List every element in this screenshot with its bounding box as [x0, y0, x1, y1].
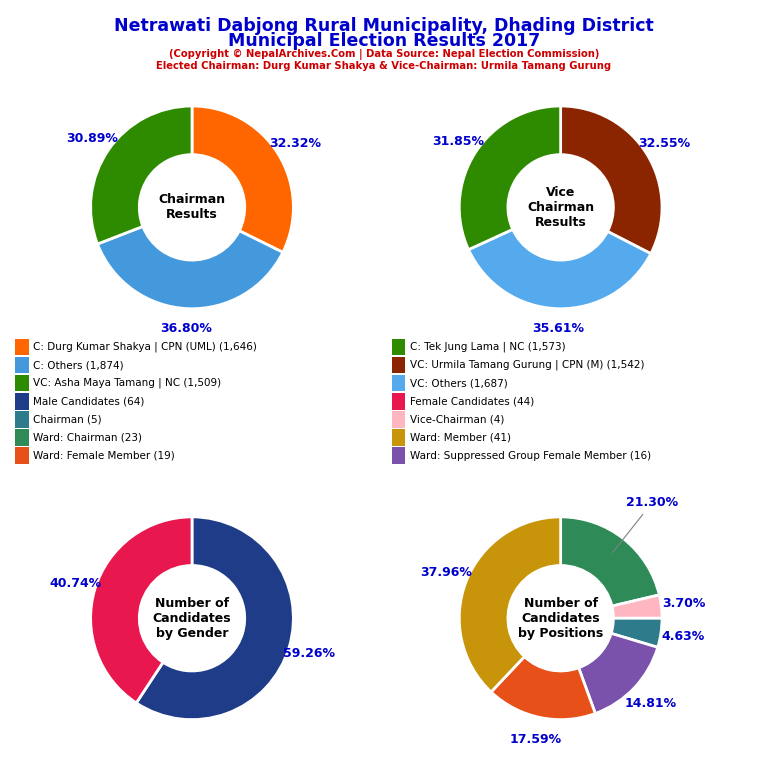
Bar — [15, 375, 28, 392]
Text: Vice-Chairman (4): Vice-Chairman (4) — [409, 415, 504, 425]
Bar — [392, 357, 405, 373]
Text: Vice
Chairman
Results: Vice Chairman Results — [527, 186, 594, 229]
Text: 40.74%: 40.74% — [49, 577, 101, 590]
Bar — [392, 429, 405, 445]
Text: Number of
Candidates
by Gender: Number of Candidates by Gender — [153, 597, 231, 640]
Text: Chairman (5): Chairman (5) — [33, 415, 102, 425]
Bar — [15, 411, 28, 428]
Bar — [392, 375, 405, 392]
Text: 21.30%: 21.30% — [613, 496, 678, 552]
Wedge shape — [561, 517, 659, 606]
Bar — [15, 357, 28, 373]
Text: VC: Urmila Tamang Gurung | CPN (M) (1,542): VC: Urmila Tamang Gurung | CPN (M) (1,54… — [409, 360, 644, 370]
Bar — [15, 429, 28, 445]
Text: Municipal Election Results 2017: Municipal Election Results 2017 — [228, 32, 540, 50]
Wedge shape — [91, 106, 192, 244]
Bar — [15, 447, 28, 464]
Text: 32.32%: 32.32% — [270, 137, 321, 150]
Text: 32.55%: 32.55% — [638, 137, 690, 151]
Text: VC: Asha Maya Tamang | NC (1,509): VC: Asha Maya Tamang | NC (1,509) — [33, 378, 221, 389]
Bar — [392, 447, 405, 464]
Wedge shape — [611, 618, 662, 647]
Text: 30.89%: 30.89% — [66, 132, 118, 145]
Wedge shape — [468, 230, 650, 309]
Text: Ward: Chairman (23): Ward: Chairman (23) — [33, 432, 142, 442]
Wedge shape — [459, 517, 561, 692]
Wedge shape — [192, 106, 293, 253]
Text: C: Tek Jung Lama | NC (1,573): C: Tek Jung Lama | NC (1,573) — [409, 342, 565, 353]
Text: C: Others (1,874): C: Others (1,874) — [33, 360, 124, 370]
Text: Male Candidates (64): Male Candidates (64) — [33, 396, 144, 406]
Wedge shape — [136, 517, 293, 720]
Wedge shape — [98, 227, 283, 309]
Wedge shape — [612, 595, 662, 618]
Wedge shape — [561, 106, 662, 253]
Text: 36.80%: 36.80% — [161, 323, 213, 336]
Text: Female Candidates (44): Female Candidates (44) — [409, 396, 534, 406]
Text: Chairman
Results: Chairman Results — [158, 194, 226, 221]
Text: 35.61%: 35.61% — [532, 323, 584, 336]
Text: Ward: Suppressed Group Female Member (16): Ward: Suppressed Group Female Member (16… — [409, 451, 650, 461]
Text: Netrawati Dabjong Rural Municipality, Dhading District: Netrawati Dabjong Rural Municipality, Dh… — [114, 17, 654, 35]
Text: 4.63%: 4.63% — [661, 630, 704, 643]
Text: 59.26%: 59.26% — [283, 647, 335, 660]
Text: C: Durg Kumar Shakya | CPN (UML) (1,646): C: Durg Kumar Shakya | CPN (UML) (1,646) — [33, 342, 257, 353]
Wedge shape — [578, 634, 657, 713]
Bar — [392, 339, 405, 356]
Bar — [15, 393, 28, 409]
Bar — [392, 411, 405, 428]
Bar — [392, 393, 405, 409]
Wedge shape — [459, 106, 561, 250]
Text: Ward: Member (41): Ward: Member (41) — [409, 432, 511, 442]
Text: 3.70%: 3.70% — [662, 598, 705, 611]
Wedge shape — [491, 657, 595, 720]
Text: Elected Chairman: Durg Kumar Shakya & Vice-Chairman: Urmila Tamang Gurung: Elected Chairman: Durg Kumar Shakya & Vi… — [157, 61, 611, 71]
Wedge shape — [91, 517, 192, 703]
Text: 37.96%: 37.96% — [420, 566, 472, 579]
Bar — [15, 339, 28, 356]
Text: Ward: Female Member (19): Ward: Female Member (19) — [33, 451, 175, 461]
Text: 17.59%: 17.59% — [510, 733, 561, 746]
Text: Number of
Candidates
by Positions: Number of Candidates by Positions — [518, 597, 604, 640]
Text: VC: Others (1,687): VC: Others (1,687) — [409, 378, 508, 388]
Text: (Copyright © NepalArchives.Com | Data Source: Nepal Election Commission): (Copyright © NepalArchives.Com | Data So… — [169, 49, 599, 60]
Text: 31.85%: 31.85% — [432, 135, 485, 148]
Text: 14.81%: 14.81% — [624, 697, 677, 710]
